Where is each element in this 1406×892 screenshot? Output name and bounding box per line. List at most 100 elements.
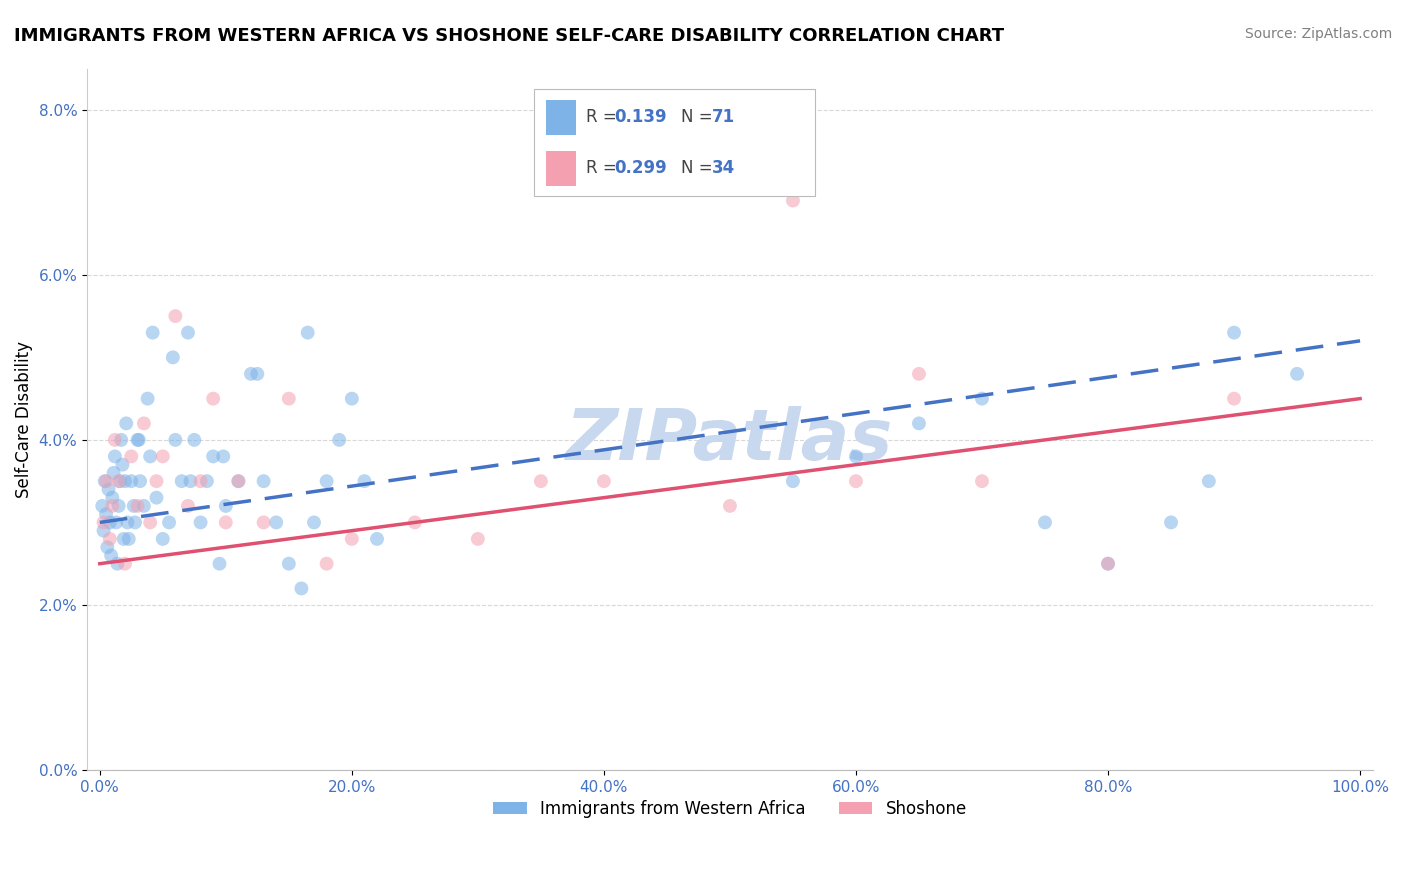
Point [366,532,388,546]
Text: Source: ZipAtlas.com: Source: ZipAtlas.com [1244,27,1392,41]
Point [97,483,120,497]
Point [127,499,149,513]
Point [970,474,993,488]
Point [530,474,553,488]
Point [96,540,118,554]
Point [139,450,162,464]
Point [105,516,128,530]
Point [105,557,128,571]
Point [908,417,931,431]
Text: N =: N = [681,108,717,126]
Bar [546,151,576,186]
Point [108,474,131,488]
Point [136,392,159,406]
Point [970,392,993,406]
Point [328,433,350,447]
Point [252,516,274,530]
Point [117,516,139,530]
Point [1033,516,1056,530]
Point [132,417,155,431]
Point [93,516,115,530]
Point [94,474,117,488]
Point [315,474,337,488]
Point [98,532,121,546]
Y-axis label: Self-Care Disability: Self-Care Disability [15,341,32,498]
Point [195,474,218,488]
Point [152,532,174,546]
Point [845,450,868,464]
Point [128,433,150,447]
Text: 0.139: 0.139 [614,108,666,126]
Point [165,309,187,323]
Point [404,516,426,530]
Point [297,326,319,340]
Point [212,450,235,464]
Point [183,433,205,447]
Point [1097,557,1119,571]
Point [593,474,616,488]
Point [94,507,117,521]
Point [165,433,187,447]
Point [1223,326,1246,340]
Point [127,433,149,447]
Point [110,433,132,447]
Point [240,367,263,381]
Legend: Immigrants from Western Africa, Shoshone: Immigrants from Western Africa, Shoshone [486,794,973,825]
Point [101,491,124,505]
Point [98,516,121,530]
Point [340,392,363,406]
Point [157,516,180,530]
Point [114,557,136,571]
Point [104,450,127,464]
Point [124,516,146,530]
Point [101,499,124,513]
Point [190,474,212,488]
Point [179,474,201,488]
Point [228,474,250,488]
Text: 0.299: 0.299 [614,160,668,178]
Text: N =: N = [681,160,717,178]
Point [202,392,225,406]
Point [142,326,165,340]
Point [208,557,231,571]
Point [202,450,225,464]
Point [1097,557,1119,571]
Text: IMMIGRANTS FROM WESTERN AFRICA VS SHOSHONE SELF-CARE DISABILITY CORRELATION CHAR: IMMIGRANTS FROM WESTERN AFRICA VS SHOSHO… [14,27,1004,45]
Point [145,491,167,505]
Point [315,557,337,571]
Point [1223,392,1246,406]
Point [152,450,174,464]
Point [782,474,804,488]
Point [112,532,135,546]
Point [93,524,115,538]
Point [290,582,312,596]
Point [107,499,129,513]
FancyBboxPatch shape [534,89,815,196]
Point [103,466,125,480]
Point [246,367,269,381]
Text: R =: R = [586,108,623,126]
Point [340,532,363,546]
Point [228,474,250,488]
Point [718,499,741,513]
Point [145,474,167,488]
Point [277,392,299,406]
Text: 71: 71 [711,108,734,126]
Bar [546,100,576,135]
Point [132,499,155,513]
Point [120,474,142,488]
Point [104,433,127,447]
Point [190,516,212,530]
Point [115,417,138,431]
Text: ZIPatlas: ZIPatlas [567,406,894,475]
Point [1198,474,1220,488]
Point [170,474,193,488]
Point [264,516,287,530]
Point [302,516,325,530]
Point [908,367,931,381]
Point [177,326,200,340]
Point [215,499,238,513]
Point [467,532,489,546]
Point [122,499,145,513]
Point [118,532,141,546]
